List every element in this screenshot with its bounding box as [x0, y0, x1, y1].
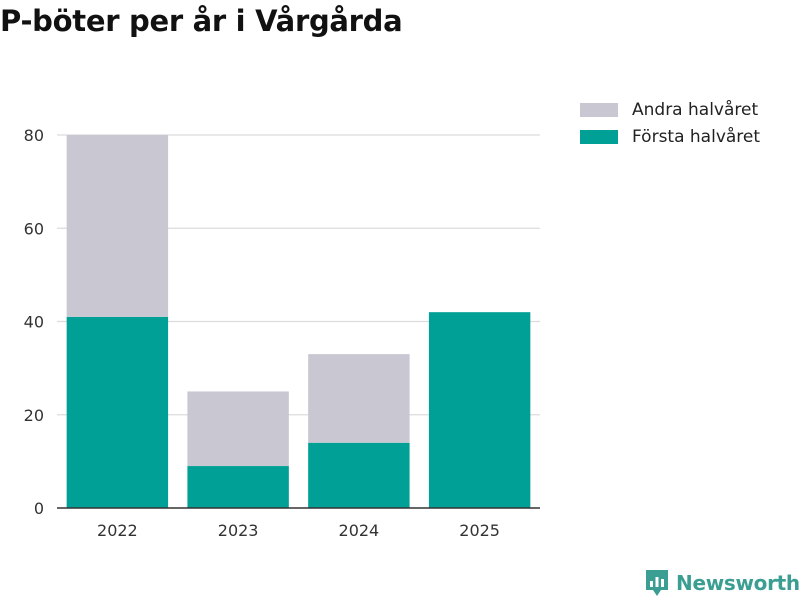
legend-label: Första halvåret [632, 126, 761, 147]
brand-name: Newsworthy [676, 571, 800, 595]
bar-segment [187, 391, 289, 467]
y-tick-label: 40 [24, 313, 44, 332]
bar-segment [187, 466, 289, 508]
y-axis-ticks: 0 20 40 60 80 [24, 126, 44, 518]
x-tick-label: 2022 [97, 521, 138, 540]
y-tick-label: 0 [34, 499, 44, 518]
legend-item-andra-halvaret[interactable]: Andra halvåret [580, 96, 760, 123]
legend: Andra halvåret Första halvåret [580, 96, 760, 150]
bar-segment [66, 135, 169, 317]
bar-segment [308, 354, 410, 443]
newsworthy-brand[interactable]: Newsworthy [644, 568, 800, 598]
newsworthy-logo-icon [646, 570, 668, 596]
chart-title: P-böter per år i Vårgårda [0, 4, 403, 38]
x-tick-label: 2025 [459, 521, 500, 540]
bars [66, 135, 531, 508]
legend-item-forsta-halvaret[interactable]: Första halvåret [580, 123, 760, 150]
x-tick-label: 2024 [339, 521, 380, 540]
legend-label: Andra halvåret [632, 99, 759, 120]
legend-swatch [580, 102, 618, 117]
x-tick-label: 2023 [218, 521, 259, 540]
y-tick-label: 80 [24, 126, 44, 145]
bar-segment [428, 312, 531, 508]
y-tick-label: 20 [24, 406, 44, 425]
bar-segment [308, 442, 410, 508]
y-tick-label: 60 [24, 219, 44, 238]
legend-swatch [580, 129, 618, 144]
x-axis-ticks: 2022 2023 2024 2025 [97, 521, 500, 540]
bar-segment [66, 316, 169, 508]
